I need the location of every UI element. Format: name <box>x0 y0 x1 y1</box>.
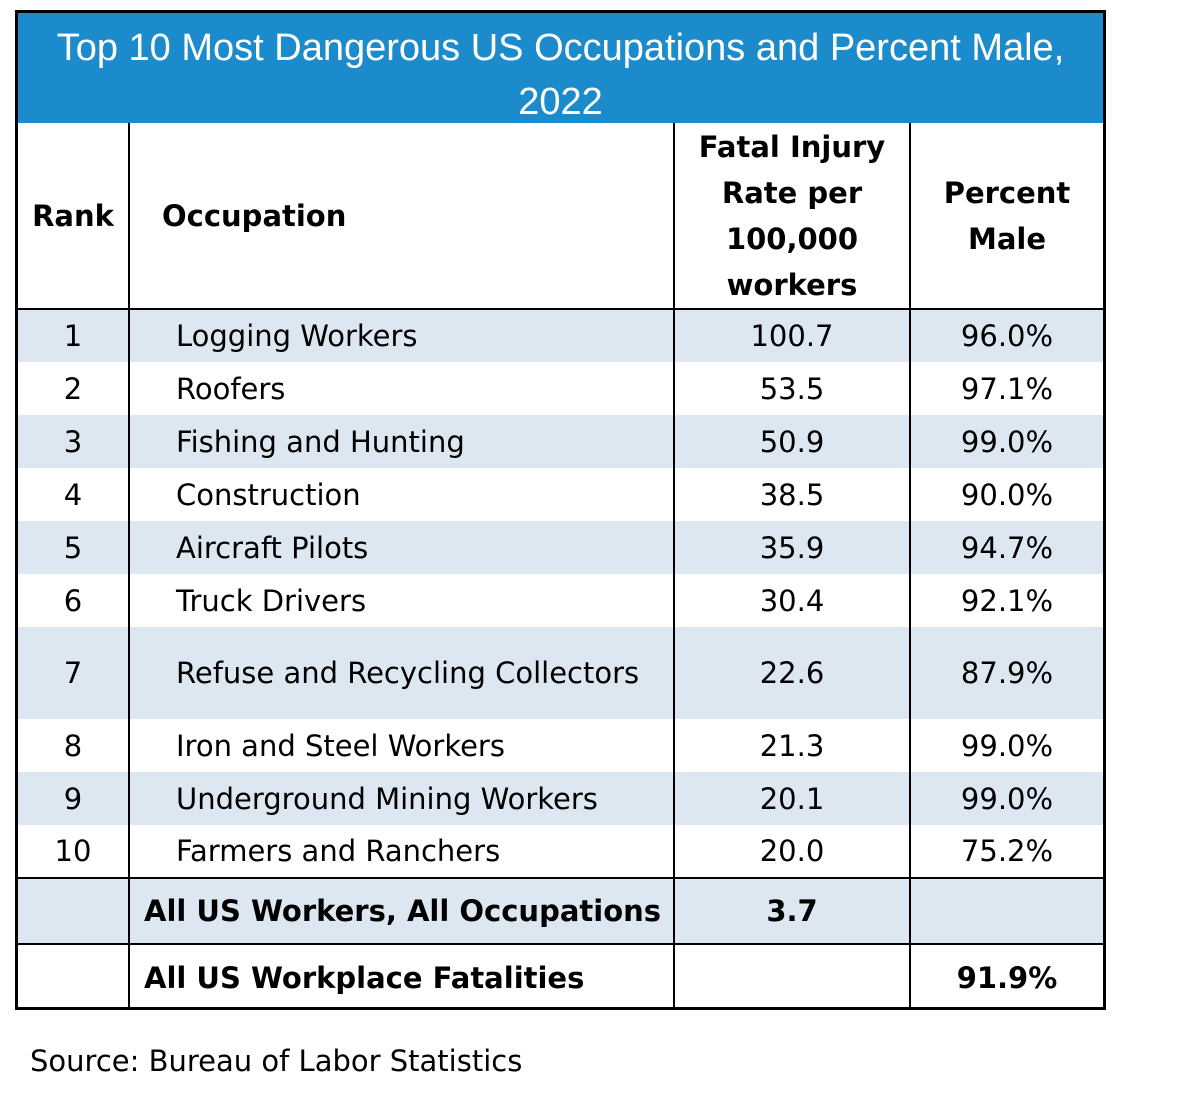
cell-fatal-injury-rate: 53.5 <box>673 362 910 415</box>
cell-fatal-injury-rate <box>673 943 910 1010</box>
table-frame: Top 10 Most Dangerous US Occupations and… <box>15 10 1106 1010</box>
cell-percent-male: 99.0% <box>909 772 1103 825</box>
table-row: 10 Farmers and Ranchers 20.0 75.2% <box>18 825 1103 878</box>
cell-rank <box>18 943 129 1010</box>
header-occupation: Occupation <box>128 123 674 310</box>
total-row: All US Workplace Fatalities 91.9% <box>18 943 1103 1010</box>
table-row: 1 Logging Workers 100.7 96.0% <box>18 309 1103 362</box>
cell-occupation: Logging Workers <box>128 309 674 362</box>
total-row: All US Workers, All Occupations 3.7 <box>18 877 1103 944</box>
cell-percent-male: 92.1% <box>909 574 1103 627</box>
header-percent-male: Percent Male <box>909 123 1103 310</box>
cell-rank: 4 <box>63 477 83 512</box>
cell-percent-male: 94.7% <box>909 521 1103 574</box>
cell-fatal-injury-rate: 3.7 <box>673 877 910 944</box>
cell-occupation: Construction <box>128 468 674 521</box>
table-row: 3 Fishing and Hunting 50.9 99.0% <box>18 415 1103 468</box>
cell-occupation: Roofers <box>128 362 674 415</box>
cell-fatal-injury-rate: 38.5 <box>673 468 910 521</box>
cell-rank: 9 <box>18 772 129 825</box>
cell-percent-male: 96.0% <box>909 309 1103 362</box>
cell-rank: 6 <box>63 583 83 618</box>
cell-occupation: All US Workers, All Occupations <box>128 877 674 944</box>
table-title: Top 10 Most Dangerous US Occupations and… <box>18 13 1103 123</box>
table-row: 8 Iron and Steel Workers 21.3 99.0% <box>18 719 1103 772</box>
header-row: Rank Occupation Fatal Injury Rate per 10… <box>18 123 1103 310</box>
cell-percent-male: 99.0% <box>909 415 1103 468</box>
table-row: 4 Construction 38.5 90.0% <box>18 468 1103 521</box>
table-row: 7 Refuse and Recycling Collectors 22.6 87.9… <box>18 627 1103 719</box>
cell-occupation: Underground Mining Workers <box>128 772 674 825</box>
cell-percent-male: 99.0% <box>909 719 1103 772</box>
cell-rank: 10 <box>54 834 92 868</box>
cell-fatal-injury-rate: 30.4 <box>673 574 910 627</box>
cell-percent-male: 90.0% <box>909 468 1103 521</box>
cell-rank <box>18 877 129 944</box>
cell-percent-male <box>909 877 1103 944</box>
cell-rank: 3 <box>18 415 129 468</box>
cell-fatal-injury-rate: 22.6 <box>673 627 910 719</box>
header-fatal-injury-rate: Fatal Injury Rate per 100,000 workers <box>673 123 910 310</box>
cell-occupation: All US Workplace Fatalities <box>128 943 674 1010</box>
source-note: Source: Bureau of Labor Statistics <box>30 1044 523 1078</box>
cell-occupation: Refuse and Recycling Collectors <box>128 627 674 719</box>
data-table: Rank Occupation Fatal Injury Rate per 10… <box>18 123 1103 1010</box>
cell-percent-male: 75.2% <box>909 825 1103 878</box>
table-row: 5 Aircraft Pilots 35.9 94.7% <box>18 521 1103 574</box>
header-rank: Rank <box>18 123 129 310</box>
cell-occupation: Truck Drivers <box>128 574 674 627</box>
cell-fatal-injury-rate: 20.0 <box>673 825 910 878</box>
cell-rank: 2 <box>63 371 83 406</box>
cell-occupation: Farmers and Ranchers <box>128 825 674 878</box>
table-row: 6 Truck Drivers 30.4 92.1% <box>18 574 1103 627</box>
cell-percent-male: 91.9% <box>909 943 1103 1010</box>
cell-rank: 5 <box>18 521 129 574</box>
cell-percent-male: 97.1% <box>909 362 1103 415</box>
cell-fatal-injury-rate: 50.9 <box>673 415 910 468</box>
cell-fatal-injury-rate: 20.1 <box>673 772 910 825</box>
cell-rank: 7 <box>18 627 129 719</box>
cell-occupation: Iron and Steel Workers <box>128 719 674 772</box>
cell-occupation: Aircraft Pilots <box>128 521 674 574</box>
table-row: 9 Underground Mining Workers 20.1 99.0% <box>18 772 1103 825</box>
cell-fatal-injury-rate: 21.3 <box>673 719 910 772</box>
cell-rank: 1 <box>18 309 129 362</box>
table-row: 2 Roofers 53.5 97.1% <box>18 362 1103 415</box>
cell-fatal-injury-rate: 100.7 <box>673 309 910 362</box>
cell-fatal-injury-rate: 35.9 <box>673 521 910 574</box>
cell-percent-male: 87.9% <box>909 627 1103 719</box>
cell-rank: 8 <box>63 728 83 763</box>
cell-occupation: Fishing and Hunting <box>128 415 674 468</box>
